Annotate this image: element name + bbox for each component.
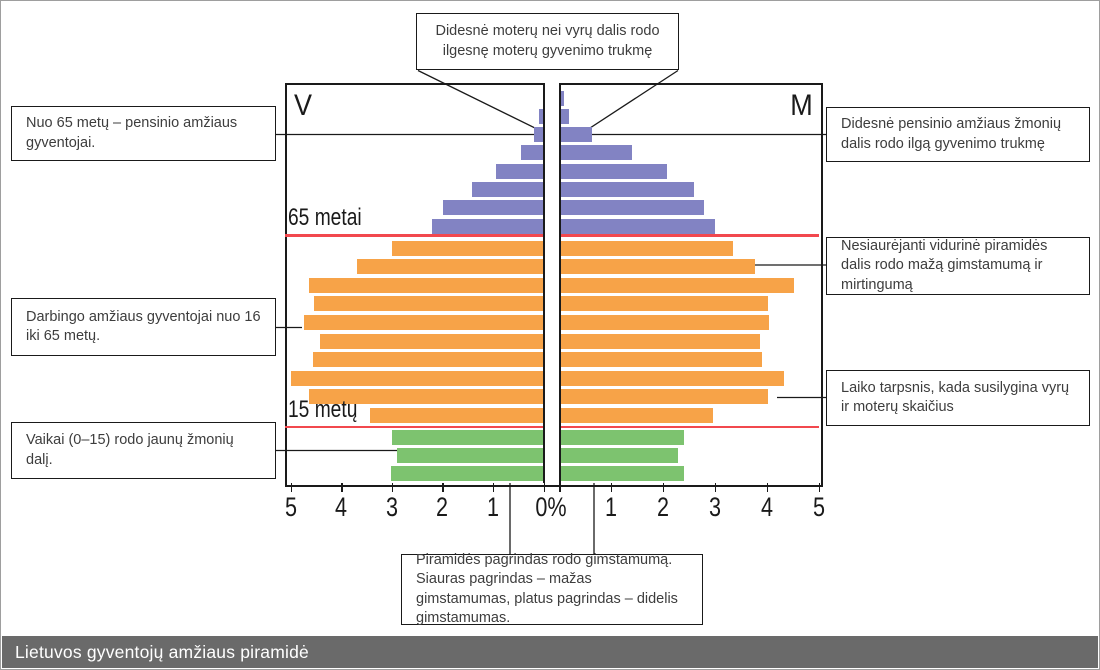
bar-pensioners-65-plus-right-row8 [559,218,715,234]
bar-working-age-16-65-right-row8 [559,370,785,386]
callout-text: Didesnė pensinio amžiaus žmonių dalis ro… [841,116,1062,152]
x-axis-tick [290,483,293,492]
bar-working-age-16-65-right-row6 [559,333,761,349]
x-tick-label-right-5: 5 [812,492,825,522]
x-tick-label-zero-percent: 0% [535,492,567,522]
bar-working-age-16-65-right-row5 [559,314,769,330]
bar-working-age-16-65-right-row2 [559,259,755,275]
bar-pensioners-65-plus-left-row7 [443,200,544,216]
x-tick-label-left-4: 4 [335,492,348,522]
bar-children-0-15-left-row1 [391,429,544,445]
callout-text: Vaikai (0–15) rodo jaunų žmonių dalį. [26,432,234,468]
x-tick-label-right-4: 4 [760,492,773,522]
bar-working-age-16-65-left-row6 [320,333,544,349]
bar-working-age-16-65-left-row1 [391,240,544,256]
bar-pensioners-65-plus-right-row1 [559,90,565,106]
male-side-label: V [294,89,313,122]
callout-pension-age: Nuo 65 metų – pensinio amžiaus gyventoja… [11,106,276,161]
x-axis-tick [714,483,717,492]
bar-pensioners-65-plus-left-row2 [539,108,544,124]
age-15-line-label: 15 metų [288,396,358,423]
x-tick-label-left-2: 2 [436,492,449,522]
bar-children-0-15-left-row3 [390,466,544,482]
bar-pensioners-65-plus-right-row7 [559,200,705,216]
bar-children-0-15-left-row2 [397,447,544,463]
callout-text: Nuo 65 metų – pensinio amžiaus gyventoja… [26,115,238,151]
bar-children-0-15-right-row2 [559,447,679,463]
x-tick-label-left-5: 5 [284,492,297,522]
bar-pensioners-65-plus-left-row5 [496,163,544,179]
bar-working-age-16-65-left-row2 [357,259,544,275]
x-tick-label-left-1: 1 [486,492,499,522]
callout-text: Nesiaurėjanti vidurinė piramidės dalis r… [841,238,1048,293]
callout-text: Piramidės pagrindas rodo gimstamumą. Sia… [416,552,678,626]
callout-children-share: Vaikai (0–15) rodo jaunų žmonių dalį. [11,422,276,479]
bar-pensioners-65-plus-right-row2 [559,108,570,124]
bar-working-age-16-65-right-row7 [559,352,763,368]
bar-pensioners-65-plus-left-row8 [431,218,544,234]
bar-pensioners-65-plus-right-row6 [559,182,694,197]
bar-working-age-16-65-left-row5 [303,314,544,330]
bar-pensioners-65-plus-left-row6 [471,182,544,197]
bar-pensioners-65-plus-right-row4 [559,145,632,161]
bar-working-age-16-65-left-row10 [370,407,544,423]
x-axis-tick [766,483,769,492]
callout-middle-section: Nesiaurėjanti vidurinė piramidės dalis r… [826,237,1090,295]
bar-working-age-16-65-left-row7 [313,352,544,368]
page-title: Lietuvos gyventojų amžiaus piramidė [15,641,309,662]
x-axis-tick [543,483,546,492]
callout-pyramid-base: Piramidės pagrindas rodo gimstamumą. Sia… [401,552,703,626]
x-tick-label-right-3: 3 [708,492,721,522]
callout-text: Laiko tarpsnis, kada susilygina vyrų ir … [841,379,1070,415]
callout-women-longevity: Didesnė moterų nei vyrų dalis rodo ilges… [416,13,679,70]
age-65-line-label: 65 metai [288,204,362,231]
x-axis-tick [492,483,495,492]
callout-text: Didesnė moterų nei vyrų dalis rodo ilges… [435,23,660,59]
zero-axis-column [542,83,561,483]
x-axis-tick [610,483,613,492]
x-axis-tick [559,483,561,492]
bar-pensioners-65-plus-right-row5 [559,163,668,179]
bar-pensioners-65-plus-left-row4 [520,145,544,161]
title-bar: Lietuvos gyventojų amžiaus piramidė [2,636,1098,668]
bar-working-age-16-65-left-row9 [308,389,544,405]
callout-working-age: Darbingo amžiaus gyventojai nuo 16 iki 6… [11,298,276,356]
x-axis-tick [341,483,343,492]
x-axis-tick [662,483,665,492]
callout-text: Darbingo amžiaus gyventojai nuo 16 iki 6… [26,308,261,344]
x-tick-label-right-1: 1 [604,492,617,522]
bar-working-age-16-65-right-row3 [559,277,794,293]
bar-working-age-16-65-left-row4 [314,296,544,312]
bar-children-0-15-right-row1 [559,429,684,445]
callout-long-life-expectancy: Didesnė pensinio amžiaus žmonių dalis ro… [826,107,1090,162]
bar-pensioners-65-plus-right-row3 [559,127,592,143]
female-side-label: M [790,89,813,122]
bar-working-age-16-65-left-row8 [290,370,544,386]
bar-working-age-16-65-right-row9 [559,389,768,405]
bar-working-age-16-65-right-row1 [559,240,734,256]
x-tick-label-left-3: 3 [385,492,398,522]
x-tick-label-right-2: 2 [656,492,669,522]
bar-children-0-15-right-row3 [559,466,684,482]
x-axis-tick [391,483,394,492]
bar-working-age-16-65-right-row10 [559,407,713,423]
x-axis-tick [442,483,444,492]
x-axis-tick [818,483,821,492]
bar-working-age-16-65-right-row4 [559,296,768,312]
bar-working-age-16-65-left-row3 [308,277,544,293]
callout-gender-balance: Laiko tarpsnis, kada susilygina vyrų ir … [826,370,1090,426]
